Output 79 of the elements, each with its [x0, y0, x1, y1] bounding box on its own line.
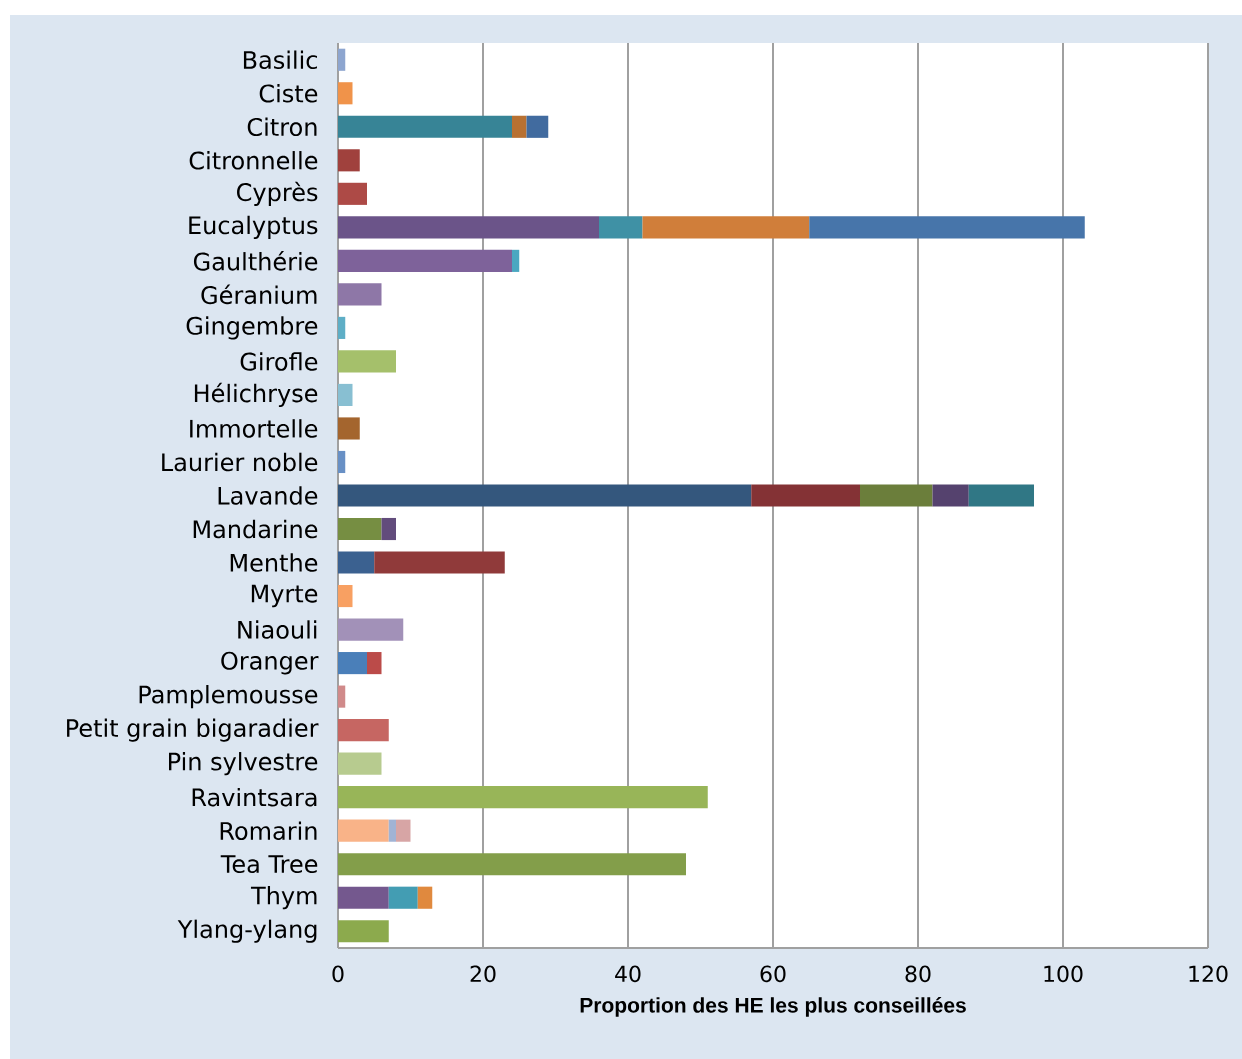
y-tick-label: Ravintsara — [192, 787, 317, 807]
bar — [599, 216, 643, 239]
bar — [338, 82, 353, 105]
bar — [417, 886, 433, 909]
y-tick-label: Citron — [247, 117, 317, 137]
bar — [338, 853, 686, 876]
y-tick-label: Citronnelle — [189, 151, 318, 170]
bar — [338, 450, 346, 474]
y-tick-label: Cyprès — [237, 181, 318, 206]
bar — [338, 786, 708, 809]
bar — [512, 115, 527, 138]
bar — [338, 182, 367, 205]
bar — [338, 886, 389, 909]
x-tick-label: 60 — [760, 965, 786, 983]
bar — [338, 584, 353, 608]
bar — [338, 618, 404, 641]
y-tick-label: Géranium — [201, 284, 317, 305]
bar — [338, 652, 367, 675]
y-tick-label: Gingembre — [186, 316, 318, 340]
bar — [751, 484, 860, 507]
y-tick-label: Ylang-ylang — [177, 919, 317, 943]
bar — [338, 417, 360, 440]
bar — [809, 216, 1085, 239]
y-tick-label: Pamplemousse — [139, 685, 318, 709]
bar — [381, 517, 397, 541]
y-tick-label: Ciste — [259, 84, 318, 103]
y-tick-label: Petit grain bigaradier — [67, 718, 319, 742]
x-tick-label: 0 — [332, 965, 344, 983]
bar — [512, 249, 520, 272]
y-tick-label: Oranger — [221, 651, 319, 675]
y-tick-label: Hélichryse — [194, 382, 318, 408]
x-tick-label: 80 — [905, 965, 931, 983]
bar — [338, 517, 382, 541]
bar — [374, 551, 505, 574]
bar — [338, 752, 382, 775]
bar — [860, 484, 933, 507]
bar — [338, 484, 752, 507]
x-tick-label: 40 — [615, 965, 641, 983]
y-tick-label: Gaulthérie — [193, 251, 318, 271]
bar — [338, 283, 382, 306]
y-tick-label: Romarin — [220, 821, 317, 840]
y-tick-label: Eucalyptus — [189, 215, 318, 239]
y-tick-label: Immortelle — [190, 419, 318, 438]
y-tick-label: Girofle — [240, 352, 318, 371]
x-axis-title: Proportion des HE les plus conseillées — [580, 997, 966, 1017]
y-tick-label: Niaouli — [238, 620, 317, 639]
bar — [338, 149, 360, 172]
y-tick-label: Thym — [250, 886, 317, 910]
bar — [388, 886, 418, 909]
bar — [932, 484, 969, 507]
bar — [367, 652, 382, 675]
bar — [338, 249, 512, 272]
y-tick-label: Pin sylvestre — [169, 752, 318, 776]
bar — [338, 551, 375, 574]
bar — [338, 350, 397, 373]
bar — [396, 819, 411, 842]
y-tick-label: Tea Tree — [220, 855, 318, 874]
y-tick-label: Basilic — [243, 50, 317, 70]
bar — [338, 48, 346, 71]
bar — [338, 316, 346, 339]
bar — [338, 719, 389, 742]
bar — [338, 383, 353, 406]
bar — [388, 819, 397, 842]
bar — [526, 115, 549, 138]
x-tick-label: 20 — [470, 965, 496, 983]
bar — [338, 685, 346, 708]
y-tick-label: Mandarine — [193, 519, 318, 539]
y-tick-label: Menthe — [230, 553, 318, 572]
bar — [642, 216, 810, 239]
y-tick-label: Myrte — [251, 584, 318, 608]
x-tick-label: 120 — [1189, 965, 1228, 983]
x-tick-label: 100 — [1044, 965, 1083, 983]
bar — [338, 216, 599, 239]
y-tick-label: Laurier noble — [162, 452, 318, 472]
bar — [338, 115, 512, 138]
bar — [338, 920, 389, 943]
y-tick-label: Lavande — [218, 486, 318, 505]
bar — [338, 819, 389, 842]
bar — [968, 484, 1035, 507]
